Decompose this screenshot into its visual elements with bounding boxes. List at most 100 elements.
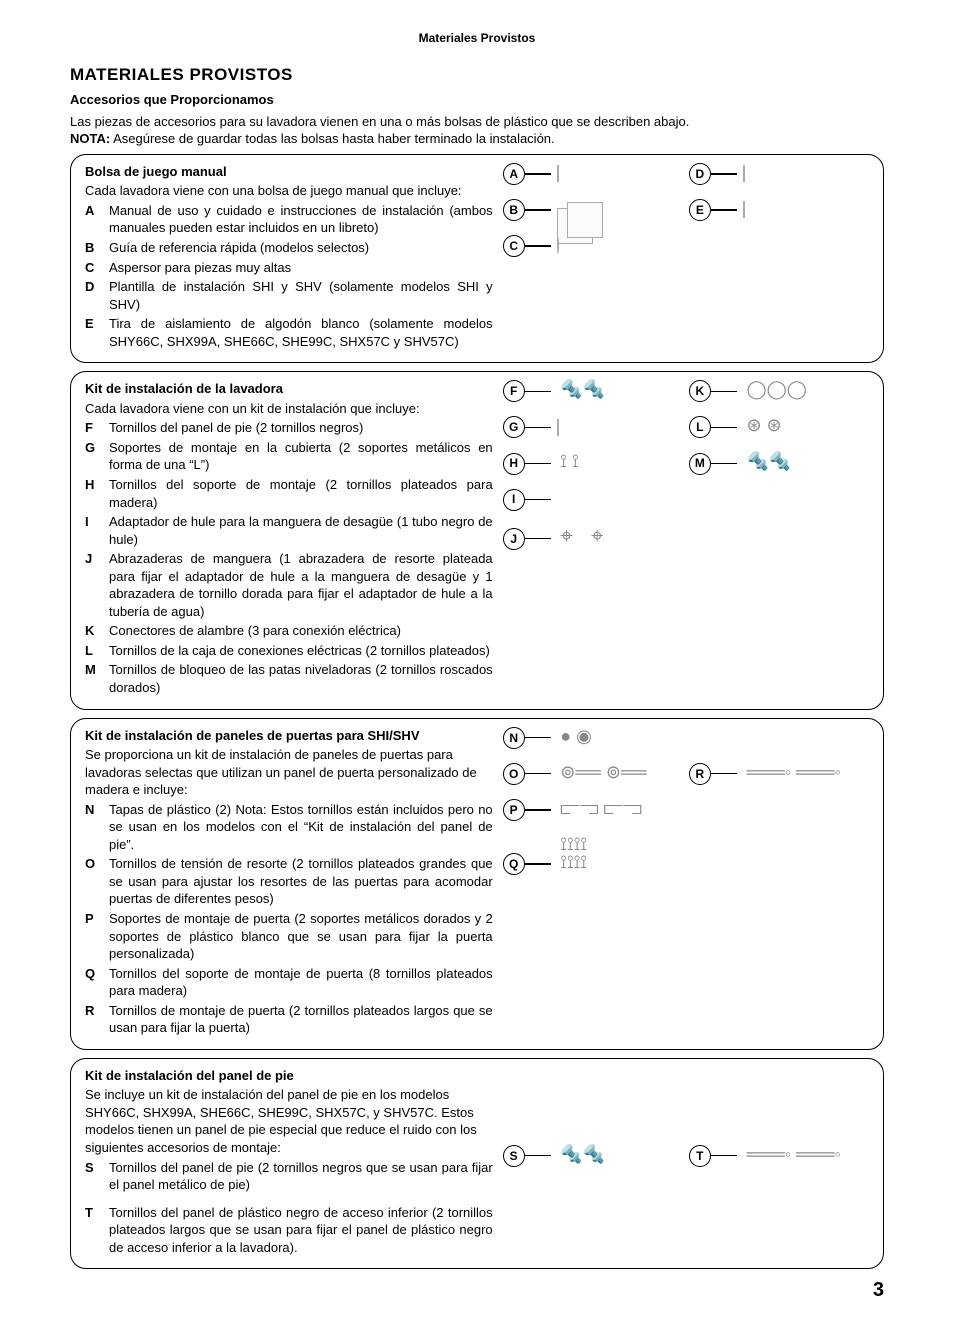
- item-letter: E: [85, 315, 105, 333]
- item-text: Tornillos del panel de pie (2 tornillos …: [109, 1160, 493, 1193]
- item-letter: M: [85, 661, 105, 679]
- manual-icon: [557, 165, 559, 182]
- callout-letter: J: [503, 528, 525, 550]
- item-text: Tornillos de bloqueo de las patas nivela…: [109, 662, 493, 695]
- callout-letter: N: [503, 727, 525, 749]
- callout-p: P: [503, 799, 551, 821]
- list-item: JAbrazaderas de manguera (1 abrazadera d…: [109, 550, 493, 620]
- clamp-icon: ⌖ ⌖: [560, 525, 603, 547]
- list-item: LTornillos de la caja de conexiones eléc…: [109, 642, 493, 660]
- section-install-kit: Kit de instalación de la lavadora Cada l…: [70, 371, 884, 709]
- callout-letter: B: [503, 199, 525, 221]
- sec-intro: Se incluye un kit de instalación del pan…: [85, 1086, 493, 1156]
- item-letter: P: [85, 910, 105, 928]
- sec-title: Kit de instalación del panel de pie: [85, 1067, 493, 1085]
- item-letter: R: [85, 1002, 105, 1020]
- callout-letter: H: [503, 453, 525, 475]
- cap-icon: ● ◉: [560, 727, 592, 745]
- callout-i: I: [503, 489, 551, 511]
- sprinkler-icon: [557, 237, 559, 254]
- callout-letter: C: [503, 235, 525, 257]
- callout-l: L: [689, 416, 737, 438]
- list-item: OTornillos de tensión de resorte (2 torn…: [109, 855, 493, 908]
- list-item: KConectores de alambre (3 para conexión …: [109, 622, 493, 640]
- item-letter: F: [85, 419, 105, 437]
- callout-letter: O: [503, 763, 525, 785]
- intro-note: NOTA: Asegúrese de guardar todas las bol…: [70, 130, 884, 148]
- intro-line: Las piezas de accesorios para su lavador…: [70, 113, 884, 131]
- screw-icon: ⟟ ⟟: [560, 452, 578, 470]
- callout-letter: S: [503, 1145, 525, 1167]
- long-screw-icon: ═══◦ ═══◦: [746, 1145, 840, 1163]
- callout-letter: P: [503, 799, 525, 821]
- callout-a: A: [503, 163, 551, 185]
- callout-m: M: [689, 453, 737, 475]
- list-item: AManual de uso y cuidado e instrucciones…: [109, 202, 493, 237]
- item-text: Tornillos de la caja de conexiones eléct…: [109, 643, 490, 658]
- item-text: Tornillos de montaje de puerta (2 tornil…: [109, 1003, 493, 1036]
- callout-letter: A: [503, 163, 525, 185]
- item-letter: C: [85, 259, 105, 277]
- callout-q: Q: [503, 853, 551, 875]
- list-item: GSoportes de montaje en la cubierta (2 s…: [109, 439, 493, 474]
- list-item: BGuía de referencia rápida (modelos sele…: [109, 239, 493, 257]
- screw-icon: 🔩🔩: [560, 380, 605, 398]
- callout-e: E: [689, 199, 737, 221]
- item-text: Soportes de montaje de puerta (2 soporte…: [109, 911, 493, 961]
- callout-letter: K: [689, 380, 711, 402]
- callout-n: N: [503, 727, 551, 749]
- list-item: DPlantilla de instalación SHI y SHV (sol…: [109, 278, 493, 313]
- list-item: MTornillos de bloqueo de las patas nivel…: [109, 661, 493, 696]
- section-illustration: N ● ◉ O ⊚══ ⊚══ R ═══◦ ═══◦ P ⫍⫎ ⫍⫎: [503, 727, 869, 1039]
- item-text: Tornillos de tensión de resorte (2 torni…: [109, 856, 493, 906]
- section-door-panel-kit: Kit de instalación de paneles de puertas…: [70, 718, 884, 1050]
- item-text: Conectores de alambre (3 para conexión e…: [109, 623, 401, 638]
- list-item: NTapas de plástico (2) Nota: Estos torni…: [109, 801, 493, 854]
- screws8-icon: ⟟⟟⟟⟟⟟⟟⟟⟟: [560, 835, 587, 871]
- list-item: HTornillos del soporte de montaje (2 tor…: [109, 476, 493, 511]
- callout-b: B: [503, 199, 551, 221]
- callout-letter: F: [503, 380, 525, 402]
- note-text: Asegúrese de guardar todas las bolsas ha…: [110, 131, 554, 146]
- list-item: ETira de aislamiento de algodón blanco (…: [109, 315, 493, 350]
- wirenut-icon: ◯◯◯: [746, 380, 806, 398]
- item-text: Soportes de montaje en la cubierta (2 so…: [109, 440, 493, 473]
- item-text: Tornillos del soporte de montaje (2 torn…: [109, 477, 493, 510]
- section-illustration: A D B E C: [503, 163, 869, 352]
- list-item: CAspersor para piezas muy altas: [109, 259, 493, 277]
- item-text: Tornillos del panel de plástico negro de…: [109, 1205, 493, 1255]
- item-letter: I: [85, 513, 105, 531]
- item-letter: L: [85, 642, 105, 660]
- callout-letter: Q: [503, 853, 525, 875]
- callout-o: O: [503, 763, 551, 785]
- screw-icon: ⊛ ⊛: [746, 416, 781, 434]
- page-number: 3: [70, 1277, 884, 1304]
- item-letter: B: [85, 239, 105, 257]
- callout-d: D: [689, 163, 737, 185]
- callout-r: R: [689, 763, 737, 785]
- section-illustration: F 🔩🔩 K ◯◯◯ G L ⊛ ⊛ H ⟟ ⟟ M: [503, 380, 869, 698]
- callout-letter: M: [689, 453, 711, 475]
- item-text: Tira de aislamiento de algodón blanco (s…: [109, 316, 493, 349]
- item-text: Tapas de plástico (2) Nota: Estos tornil…: [109, 802, 493, 852]
- sec-intro: Cada lavadora viene con una bolsa de jue…: [85, 182, 493, 200]
- sec-title: Bolsa de juego manual: [85, 163, 493, 181]
- sec-intro: Cada lavadora viene con un kit de instal…: [85, 400, 493, 418]
- bracket-icon: ⫍⫎ ⫍⫎: [560, 799, 642, 817]
- sec-title: Kit de instalación de la lavadora: [85, 380, 493, 398]
- item-letter: A: [85, 202, 105, 220]
- item-text: Guía de referencia rápida (modelos selec…: [109, 240, 369, 255]
- callout-letter: R: [689, 763, 711, 785]
- callout-letter: D: [689, 163, 711, 185]
- list-item: TTornillos del panel de plástico negro d…: [109, 1204, 493, 1257]
- list-item: QTornillos del soporte de montaje de pue…: [109, 965, 493, 1000]
- page-header: Materiales Provistos: [70, 30, 884, 46]
- item-text: Plantilla de instalación SHI y SHV (sola…: [109, 279, 493, 312]
- callout-g: G: [503, 416, 551, 438]
- list-item: FTornillos del panel de pie (2 tornillos…: [109, 419, 493, 437]
- item-letter: J: [85, 550, 105, 568]
- item-text: Aspersor para piezas muy altas: [109, 260, 291, 275]
- item-letter: G: [85, 439, 105, 457]
- callout-letter: G: [503, 416, 525, 438]
- callout-s: S: [503, 1145, 551, 1167]
